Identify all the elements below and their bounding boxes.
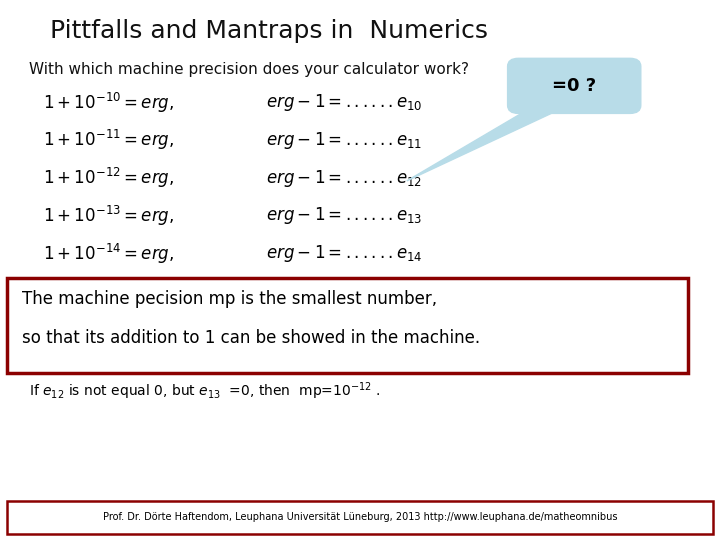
Text: The machine pecision mp is the smallest number,: The machine pecision mp is the smallest … xyxy=(22,290,437,308)
Text: $erg - 1 = ......e_{14}$: $erg - 1 = ......e_{14}$ xyxy=(266,244,423,264)
Text: $1+10^{-10} = erg,$: $1+10^{-10} = erg,$ xyxy=(43,91,174,114)
Text: $erg - 1 = ......e_{10}$: $erg - 1 = ......e_{10}$ xyxy=(266,92,423,113)
Text: With which machine precision does your calculator work?: With which machine precision does your c… xyxy=(29,62,469,77)
Text: $1+10^{-14} = erg,$: $1+10^{-14} = erg,$ xyxy=(43,242,174,266)
Text: $erg - 1 = ......e_{13}$: $erg - 1 = ......e_{13}$ xyxy=(266,206,423,226)
FancyBboxPatch shape xyxy=(7,278,688,373)
Text: $1+10^{-13} = erg,$: $1+10^{-13} = erg,$ xyxy=(43,204,174,228)
Text: Prof. Dr. Dörte Haftendom, Leuphana Universität Lüneburg, 2013 http://www.leupha: Prof. Dr. Dörte Haftendom, Leuphana Univ… xyxy=(103,512,617,522)
FancyBboxPatch shape xyxy=(508,58,641,113)
Text: $erg - 1 = ......e_{12}$: $erg - 1 = ......e_{12}$ xyxy=(266,168,423,188)
Text: =0 ?: =0 ? xyxy=(552,77,596,95)
Text: so that its addition to 1 can be showed in the machine.: so that its addition to 1 can be showed … xyxy=(22,329,480,347)
Polygon shape xyxy=(407,105,569,181)
Text: Pittfalls and Mantraps in  Numerics: Pittfalls and Mantraps in Numerics xyxy=(50,19,488,43)
Text: $erg - 1 = ......e_{11}$: $erg - 1 = ......e_{11}$ xyxy=(266,130,423,151)
Text: $1+10^{-11} = erg,$: $1+10^{-11} = erg,$ xyxy=(43,129,174,152)
Text: If $e_{12}$ is not equal 0, but $e_{13}$  =0, then  mp=10$^{-12}$ .: If $e_{12}$ is not equal 0, but $e_{13}$… xyxy=(29,381,380,402)
Text: $1+10^{-12} = erg,$: $1+10^{-12} = erg,$ xyxy=(43,166,174,190)
FancyBboxPatch shape xyxy=(7,501,713,534)
